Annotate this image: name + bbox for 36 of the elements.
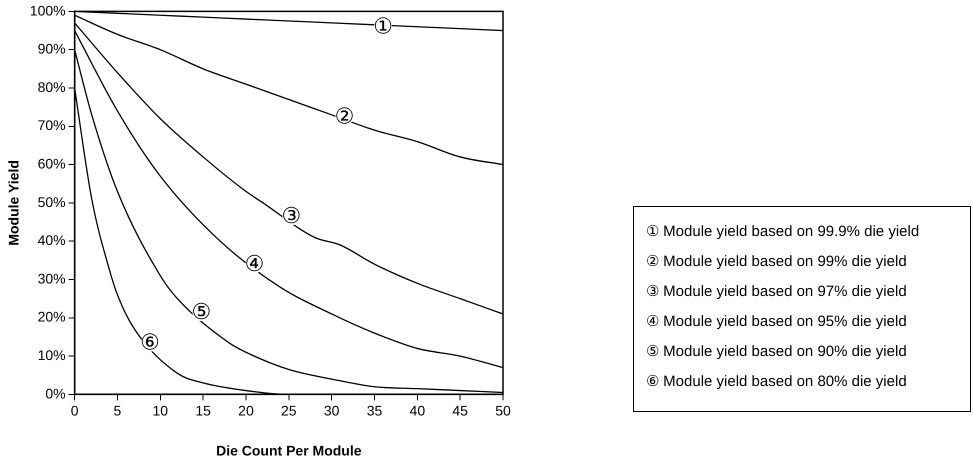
x-tick-label: 45: [452, 402, 468, 419]
annotation: ⑤: [192, 300, 212, 325]
x-tick-label: 20: [238, 402, 254, 419]
y-tick-label: 20%: [38, 308, 66, 325]
y-tick-label: 80%: [38, 78, 66, 95]
text: ② Module yield based on 99% die yield: [646, 252, 908, 272]
y-tick-label: 30%: [38, 270, 66, 286]
text: ④ Module yield based on 95% die yield: [646, 312, 908, 332]
x-tick-label: 35: [366, 402, 382, 419]
text: ⑤ Module yield based on 90% die yield: [646, 342, 908, 362]
x-tick-label: 30: [324, 402, 340, 419]
y-tick-label: 70%: [38, 117, 66, 134]
y-tick-label: 100%: [30, 2, 66, 18]
y-axis-title: Module Yield: [5, 160, 22, 246]
y-tick-label: 10%: [38, 346, 66, 363]
x-axis-title: Die Count Per Module: [216, 442, 362, 458]
x-tick-label: 25: [281, 402, 297, 419]
x-tick-label: 10: [152, 402, 168, 419]
y-tick-label: 0%: [45, 385, 66, 402]
annotation: ④: [244, 252, 264, 277]
x-tick-label: 0: [70, 402, 79, 419]
x-tick-label: 5: [114, 402, 122, 419]
annotation: ①: [373, 14, 393, 40]
x-tick-label: 15: [195, 402, 212, 419]
text: ⑥ Module yield based on 80% die yield: [646, 372, 908, 392]
x-tick-label: 50: [495, 402, 511, 419]
x-tick-label: 40: [410, 402, 426, 419]
annotation: ③: [282, 204, 302, 230]
annotation: ②: [334, 104, 354, 130]
text: ③ Module yield based on 97% die yield: [646, 282, 908, 302]
y-tick-label: 50%: [38, 194, 66, 210]
y-tick-label: 40%: [38, 232, 66, 248]
y-tick-label: 60%: [38, 155, 66, 172]
y-tick-label: 90%: [38, 40, 66, 57]
annotation: ⑥: [140, 330, 160, 356]
text: ① Module yield based on 99.9% die yield: [646, 222, 920, 242]
